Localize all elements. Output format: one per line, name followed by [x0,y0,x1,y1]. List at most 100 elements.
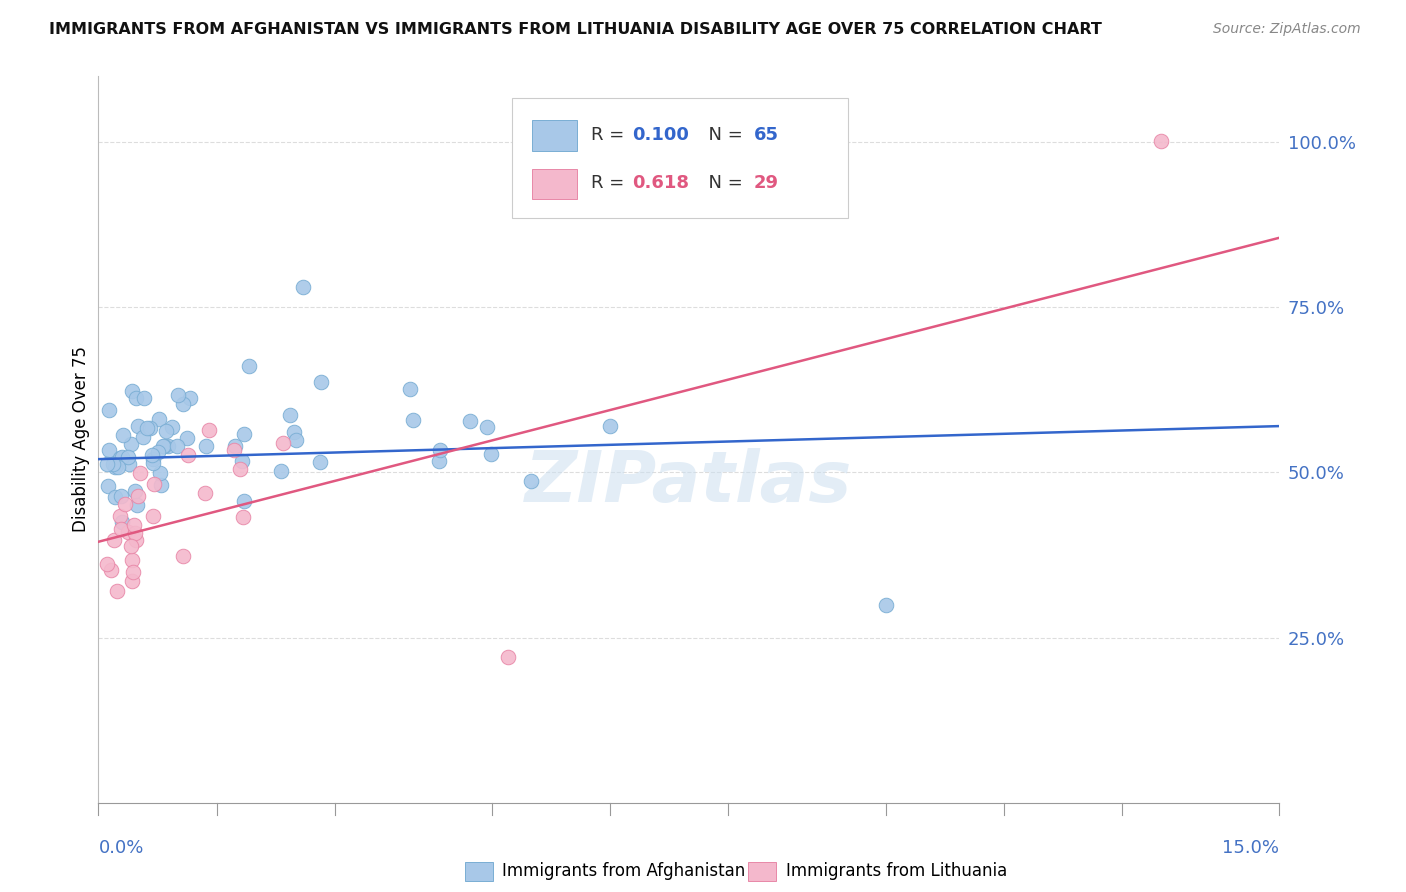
Point [122,518,145,533]
Point [475,420,498,434]
Point [284,433,307,447]
Point [105,583,128,598]
Point [160,420,183,434]
Point [231,453,253,467]
Point [271,436,294,450]
Point [167,388,190,402]
Bar [531,169,576,200]
Point [148,412,170,426]
Point [96,557,118,571]
Point [283,425,305,440]
Point [599,419,621,434]
Bar [531,120,576,151]
Text: 0.100: 0.100 [633,126,689,144]
Text: 0.618: 0.618 [633,175,689,193]
Point [118,457,141,471]
Point [121,574,143,588]
Point [124,483,146,498]
Point [127,498,149,512]
Point [177,448,200,462]
Text: R =: R = [591,126,630,144]
Point [309,376,332,390]
Point [112,428,135,442]
Text: 0.0%: 0.0% [98,839,143,857]
Point [127,418,149,433]
Point [232,509,254,524]
Point [111,450,134,464]
Point [398,382,420,396]
Point [103,533,125,547]
Text: ZIPatlas: ZIPatlas [526,449,852,517]
Point [124,526,146,541]
Point [875,598,897,612]
Point [97,479,120,493]
Point [117,524,139,539]
Point [270,464,292,478]
Point [224,439,246,453]
Point [104,459,127,474]
Point [232,426,254,441]
Point [194,439,217,453]
Point [149,466,172,480]
Point [97,443,120,458]
Point [309,455,332,469]
Point [280,408,302,422]
Text: 65: 65 [754,126,779,144]
Point [194,486,217,500]
Point [479,447,502,461]
Point [149,478,172,492]
Point [142,452,165,467]
Point [114,497,136,511]
Point [97,403,120,417]
Text: R =: R = [591,175,630,193]
Point [104,490,127,504]
Point [121,384,143,398]
Point [176,431,198,445]
Point [121,565,143,579]
Point [120,539,142,553]
Point [121,553,143,567]
Text: 29: 29 [754,175,779,193]
Point [1150,134,1173,148]
Point [156,439,179,453]
Point [172,549,194,564]
Text: 15.0%: 15.0% [1222,839,1279,857]
Point [132,430,155,444]
Point [136,420,159,434]
Point [172,396,194,410]
Point [166,439,188,453]
Point [108,508,131,523]
Point [111,516,134,530]
Point [142,509,165,524]
Point [100,563,122,577]
Point [292,280,315,294]
Point [179,391,201,405]
Point [101,458,124,472]
Text: N =: N = [697,126,749,144]
Point [238,359,260,373]
Point [458,414,481,428]
Point [129,467,152,481]
Point [229,461,252,475]
Point [155,425,177,439]
Point [197,424,219,438]
FancyBboxPatch shape [512,97,848,218]
Point [427,453,450,467]
Point [117,450,139,464]
Point [429,443,451,458]
Point [124,391,146,405]
Bar [748,863,776,881]
Text: IMMIGRANTS FROM AFGHANISTAN VS IMMIGRANTS FROM LITHUANIA DISABILITY AGE OVER 75 : IMMIGRANTS FROM AFGHANISTAN VS IMMIGRANT… [49,22,1102,37]
Point [108,451,131,466]
Point [520,474,543,488]
Point [233,493,256,508]
Point [120,436,142,450]
Point [152,439,174,453]
Point [107,460,129,475]
Point [138,420,160,434]
Point [402,413,425,427]
Y-axis label: Disability Age Over 75: Disability Age Over 75 [72,346,90,533]
Point [125,533,148,547]
Point [222,442,245,457]
Point [96,457,118,471]
